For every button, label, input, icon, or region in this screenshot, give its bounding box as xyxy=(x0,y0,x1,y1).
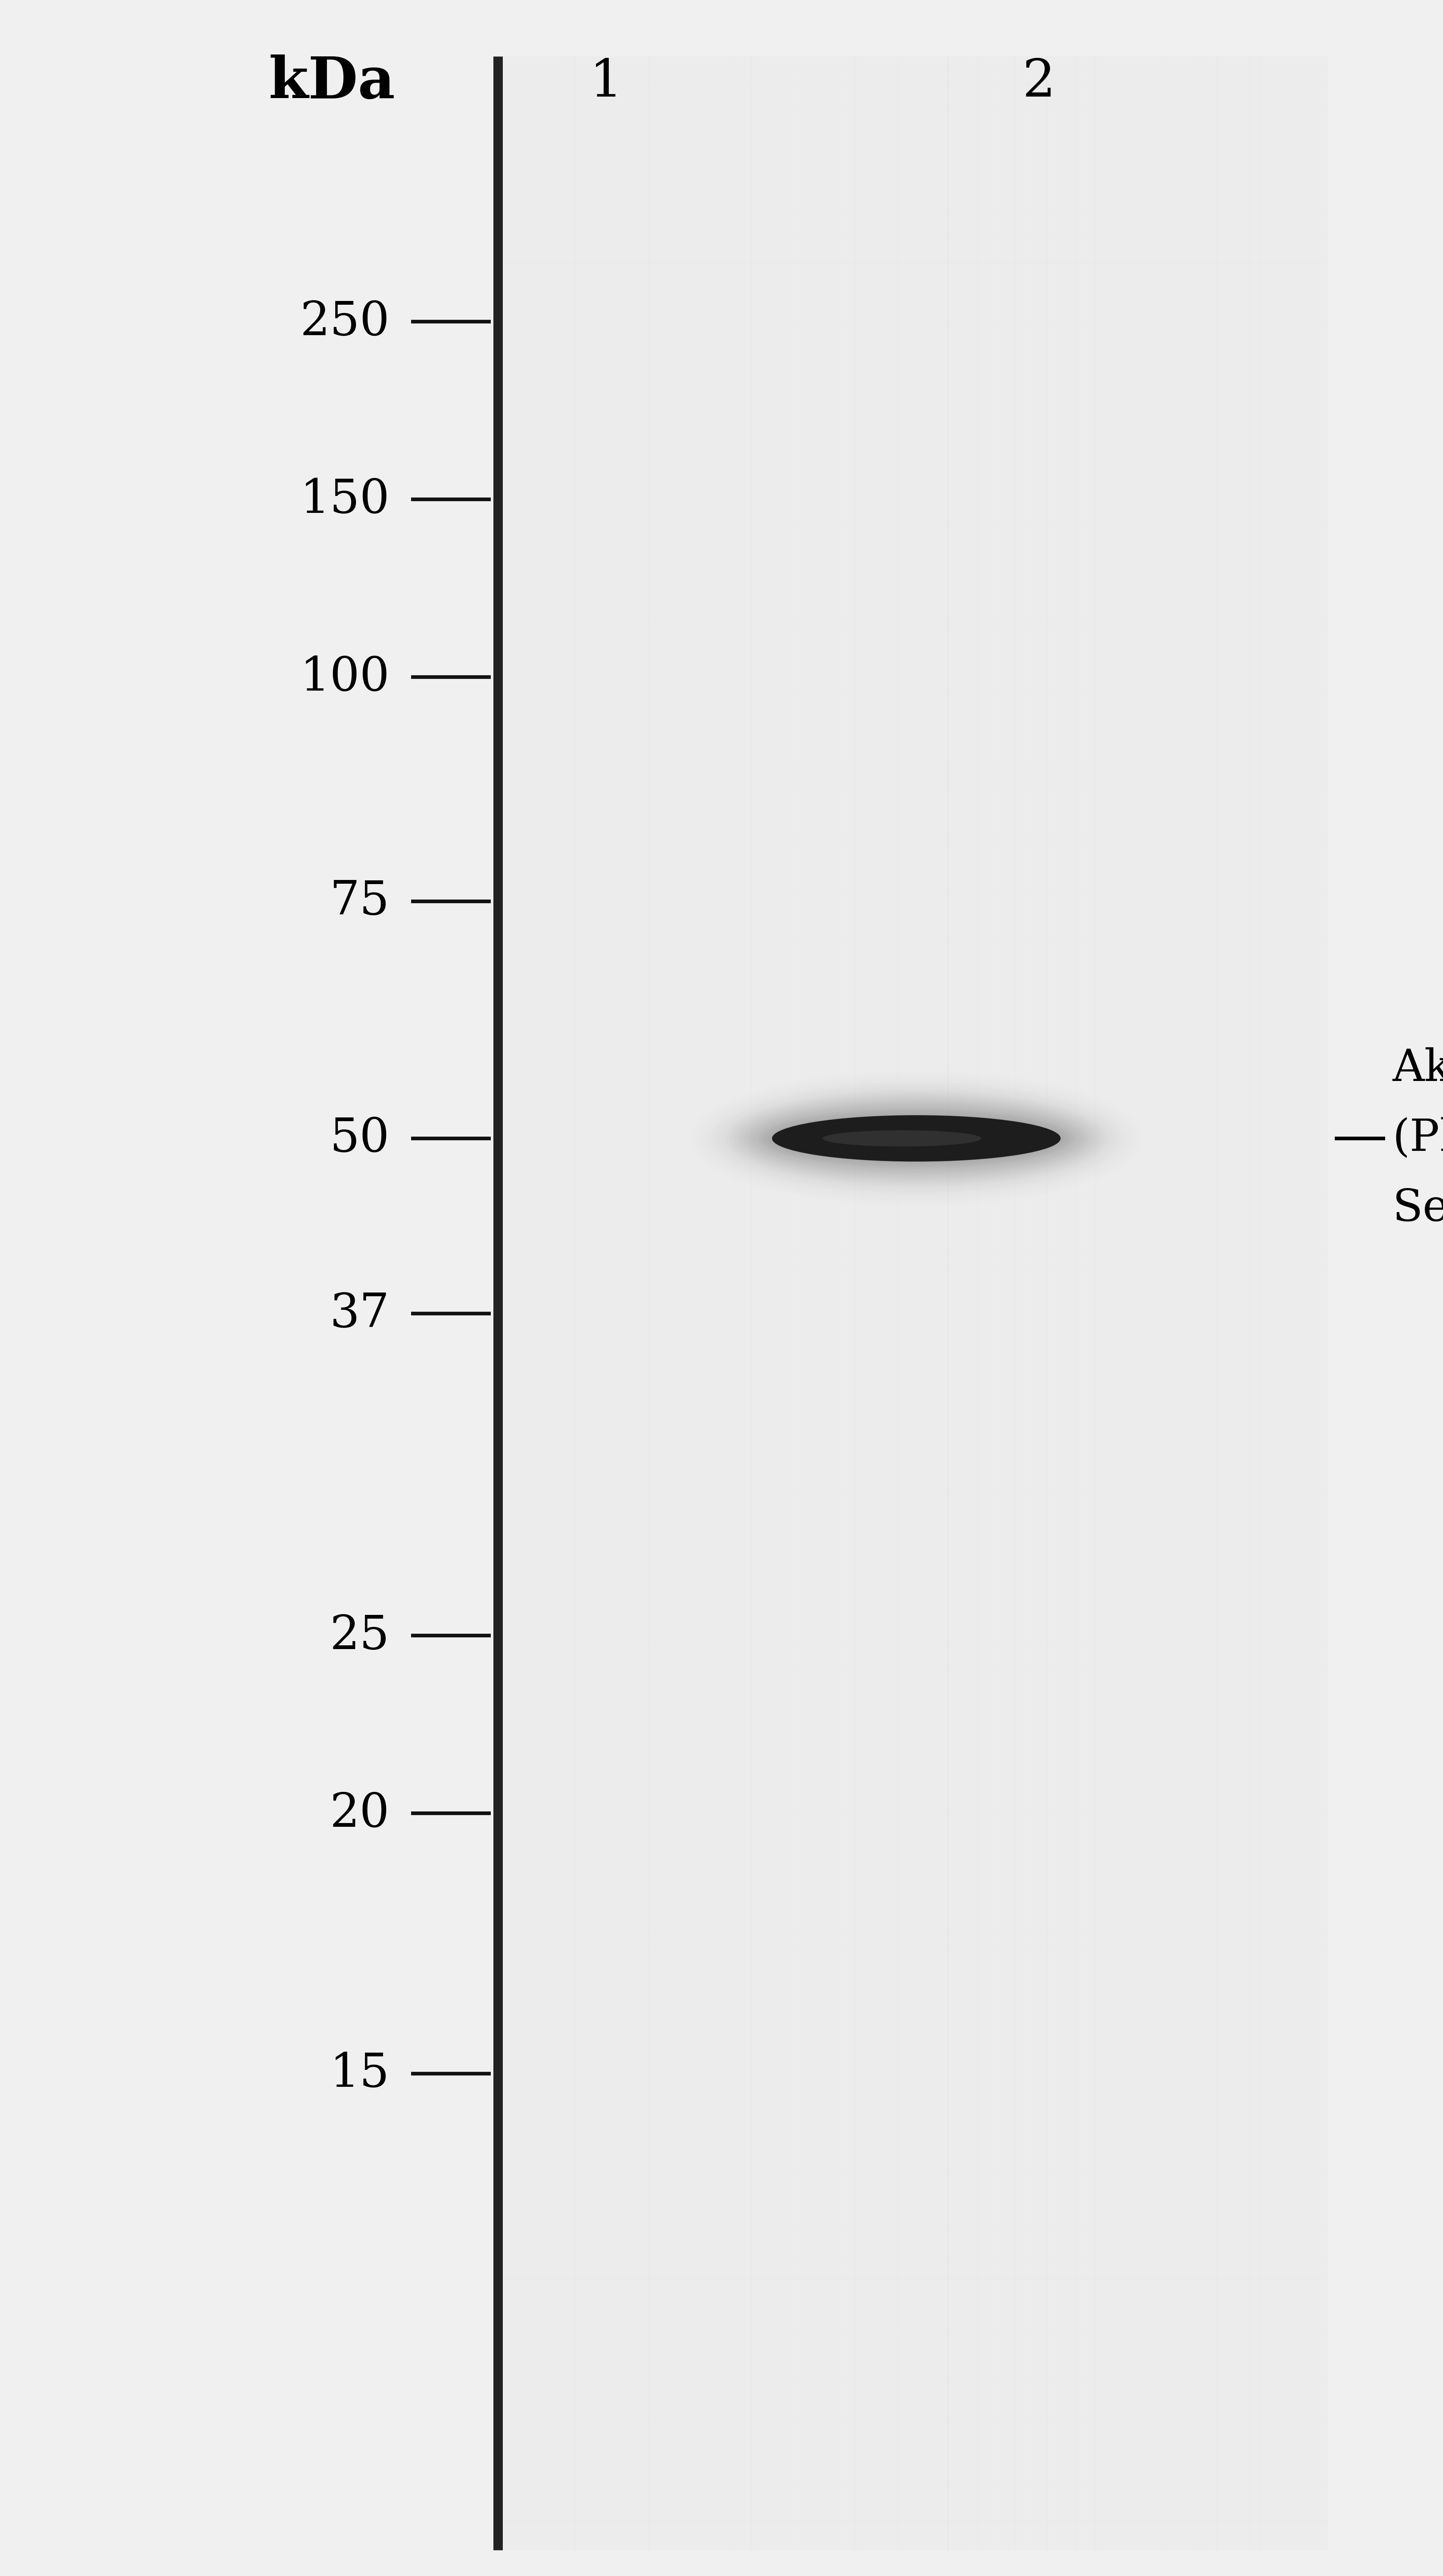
Text: 25: 25 xyxy=(330,1613,390,1659)
Ellipse shape xyxy=(769,1113,1063,1164)
Ellipse shape xyxy=(762,1110,1071,1167)
Ellipse shape xyxy=(823,1131,981,1146)
Ellipse shape xyxy=(758,1108,1075,1170)
Ellipse shape xyxy=(772,1115,1061,1162)
Ellipse shape xyxy=(772,1115,1061,1162)
Text: 100: 100 xyxy=(300,654,390,701)
Ellipse shape xyxy=(765,1113,1068,1164)
Bar xyxy=(498,57,1328,2550)
Text: 37: 37 xyxy=(330,1291,390,1337)
Text: 75: 75 xyxy=(330,878,390,925)
Text: 50: 50 xyxy=(330,1115,390,1162)
Text: 1: 1 xyxy=(589,57,623,108)
Text: 250: 250 xyxy=(300,299,390,345)
Text: Akt2
(Phospho-
Ser474): Akt2 (Phospho- Ser474) xyxy=(1392,1046,1443,1231)
Text: 150: 150 xyxy=(300,477,390,523)
Text: kDa: kDa xyxy=(268,54,395,111)
Text: 15: 15 xyxy=(330,2050,390,2097)
Text: 2: 2 xyxy=(1022,57,1056,108)
Text: 20: 20 xyxy=(330,1790,390,1837)
